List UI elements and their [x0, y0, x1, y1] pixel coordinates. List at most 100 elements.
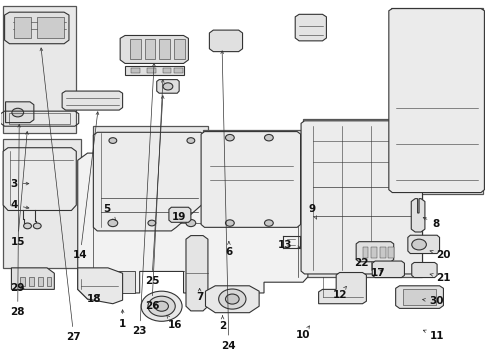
Bar [20, 277, 25, 286]
Polygon shape [157, 80, 179, 93]
Text: 18: 18 [87, 294, 102, 304]
Circle shape [225, 134, 234, 141]
Polygon shape [318, 273, 366, 304]
Circle shape [109, 138, 117, 143]
Bar [93, 126, 207, 266]
Circle shape [33, 223, 41, 229]
Text: 14: 14 [73, 112, 99, 260]
Bar [402, 289, 435, 305]
Circle shape [185, 220, 195, 226]
Text: 17: 17 [370, 268, 385, 278]
Polygon shape [355, 242, 393, 262]
Text: 3: 3 [10, 179, 29, 189]
Text: 27: 27 [40, 48, 81, 342]
Circle shape [12, 108, 23, 117]
Circle shape [218, 289, 245, 309]
Circle shape [148, 296, 175, 316]
Polygon shape [209, 30, 242, 51]
Text: 8: 8 [422, 217, 439, 229]
Bar [3, 6, 76, 134]
Circle shape [141, 291, 182, 321]
Polygon shape [62, 91, 122, 110]
Text: 10: 10 [296, 326, 310, 340]
Bar [173, 68, 182, 73]
Polygon shape [168, 207, 190, 222]
Circle shape [225, 294, 239, 304]
Polygon shape [301, 121, 422, 274]
Polygon shape [125, 66, 183, 75]
Text: 11: 11 [423, 330, 444, 341]
Text: 19: 19 [171, 212, 185, 221]
Polygon shape [4, 12, 69, 44]
Bar [131, 68, 140, 73]
Text: 23: 23 [132, 63, 155, 336]
Bar [390, 8, 483, 194]
Bar [162, 68, 171, 73]
Bar [147, 68, 156, 73]
Bar [159, 39, 169, 59]
Polygon shape [93, 132, 205, 231]
Polygon shape [185, 235, 207, 311]
Text: 13: 13 [277, 240, 300, 250]
Text: 24: 24 [221, 51, 236, 351]
Polygon shape [78, 268, 122, 304]
Text: 4: 4 [10, 200, 29, 210]
Text: 15: 15 [10, 131, 28, 247]
Polygon shape [11, 268, 54, 289]
Circle shape [108, 220, 118, 226]
Text: 29: 29 [10, 283, 25, 293]
Text: 12: 12 [332, 287, 346, 300]
Bar [362, 247, 367, 258]
Bar [37, 17, 64, 39]
Polygon shape [108, 271, 135, 293]
Text: 9: 9 [307, 204, 316, 219]
Bar [303, 119, 422, 277]
Circle shape [264, 220, 273, 226]
Bar [130, 39, 141, 59]
Circle shape [225, 220, 234, 226]
Bar [379, 247, 385, 258]
Circle shape [186, 138, 194, 143]
Polygon shape [120, 36, 188, 63]
Text: 1: 1 [119, 310, 126, 329]
Text: 28: 28 [10, 125, 25, 317]
Polygon shape [3, 148, 76, 211]
Text: 30: 30 [422, 296, 443, 306]
Bar [203, 130, 300, 255]
Bar [38, 277, 42, 286]
Bar [14, 17, 31, 39]
Text: 2: 2 [219, 316, 226, 331]
Polygon shape [371, 261, 404, 278]
Text: 21: 21 [429, 273, 449, 283]
Text: 25: 25 [144, 96, 164, 286]
Bar [144, 39, 155, 59]
Polygon shape [407, 235, 439, 253]
Polygon shape [388, 9, 484, 193]
Circle shape [23, 223, 31, 229]
Bar [46, 277, 51, 286]
Text: 6: 6 [225, 242, 232, 257]
Circle shape [163, 83, 172, 90]
Bar [173, 39, 184, 59]
Circle shape [155, 301, 168, 311]
Polygon shape [411, 262, 436, 278]
Text: 5: 5 [103, 204, 115, 220]
Polygon shape [395, 286, 443, 309]
Text: 22: 22 [354, 258, 368, 268]
Circle shape [264, 134, 273, 141]
Polygon shape [201, 132, 300, 227]
Polygon shape [295, 14, 326, 41]
Bar [3, 139, 81, 268]
Polygon shape [205, 286, 259, 313]
Text: 16: 16 [166, 315, 182, 330]
Bar [387, 247, 393, 258]
Text: 26: 26 [144, 80, 164, 311]
Bar [29, 277, 34, 286]
Text: 7: 7 [196, 288, 203, 302]
Circle shape [148, 220, 156, 226]
Polygon shape [5, 102, 34, 123]
Polygon shape [78, 153, 307, 299]
Circle shape [411, 239, 426, 250]
Text: 20: 20 [429, 249, 449, 260]
Polygon shape [410, 199, 424, 232]
